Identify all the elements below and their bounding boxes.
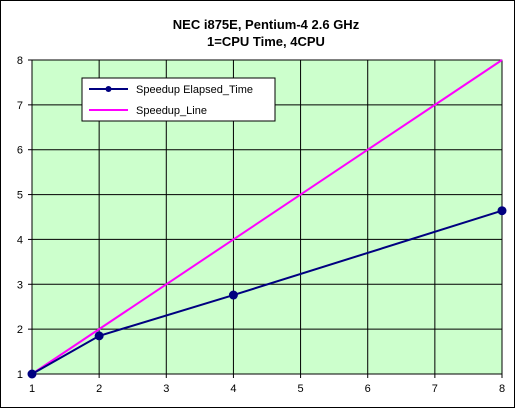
x-tick-label: 2 xyxy=(96,383,102,395)
legend-marker-speedup-elapsed-time xyxy=(105,86,112,92)
data-point-speedup-elapsed-time xyxy=(27,369,37,379)
y-tick-label: 6 xyxy=(17,145,23,157)
y-tick-label: 1 xyxy=(17,369,23,381)
y-tick-label: 4 xyxy=(17,234,23,246)
x-tick-label: 7 xyxy=(432,383,438,395)
series-layer xyxy=(27,59,507,379)
x-tick-label: 5 xyxy=(298,383,304,395)
data-point-speedup-elapsed-time xyxy=(497,206,507,216)
legend-label-speedup-line: Speedup_Line xyxy=(136,105,207,117)
series-line-speedup-elapsed-time xyxy=(31,209,503,375)
legend-box xyxy=(81,77,276,122)
y-tick-label: 2 xyxy=(17,324,23,336)
legend: Speedup Elapsed_Time Speedup_Line xyxy=(81,77,276,122)
data-point-speedup-elapsed-time xyxy=(94,331,104,341)
chart-title: NEC i875E, Pentium-4 2.6 GHz xyxy=(173,17,360,32)
legend-label-speedup-elapsed-time: Speedup Elapsed_Time xyxy=(136,84,253,96)
x-tick-label: 3 xyxy=(163,383,169,395)
x-tick-label: 6 xyxy=(365,383,371,395)
data-point-speedup-elapsed-time xyxy=(228,290,238,300)
x-tick-label: 1 xyxy=(29,383,35,395)
y-tick-label: 7 xyxy=(17,100,23,112)
x-tick-label: 8 xyxy=(499,383,505,395)
chart-subtitle: 1=CPU Time, 4CPU xyxy=(207,34,325,49)
tick-labels: 1 2 3 4 5 6 7 8 1 2 3 4 5 6 7 8 xyxy=(17,55,505,395)
series-line-speedup-line xyxy=(31,59,503,375)
y-tick-label: 3 xyxy=(17,279,23,291)
x-tick-label: 4 xyxy=(230,383,236,395)
y-tick-label: 5 xyxy=(17,190,23,202)
y-tick-label: 8 xyxy=(17,55,23,67)
